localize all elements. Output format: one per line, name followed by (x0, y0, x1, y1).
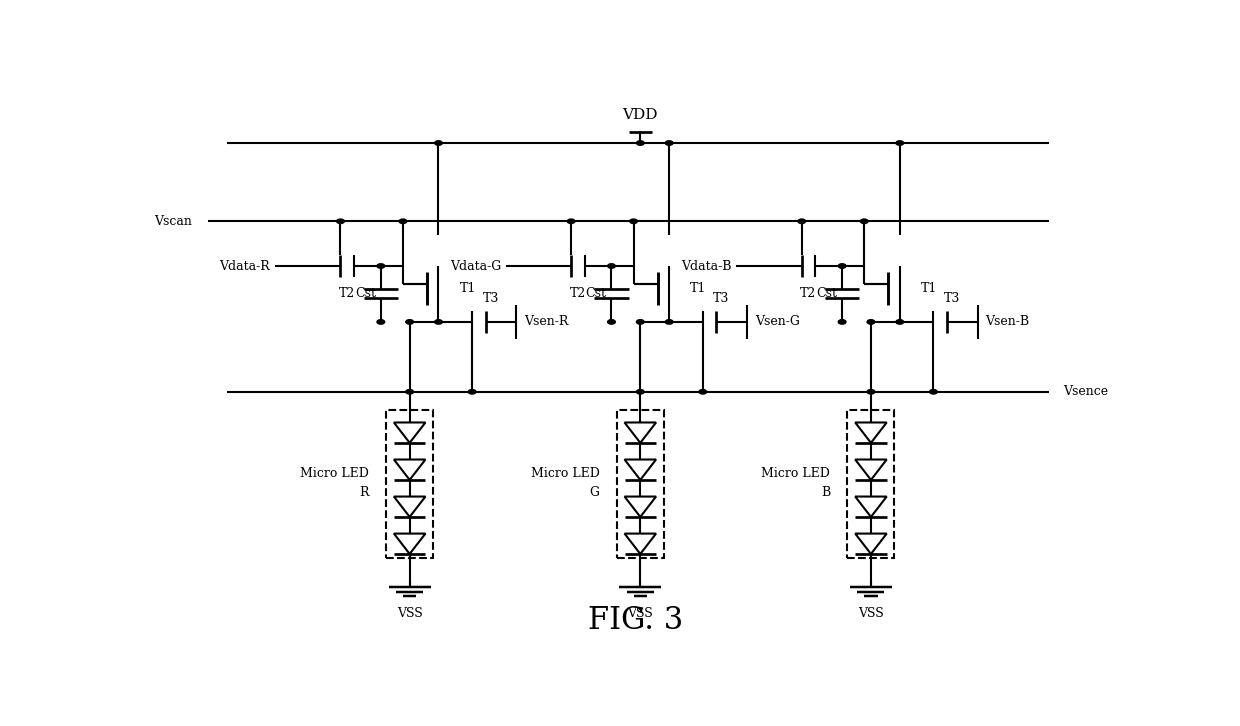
Text: R: R (360, 486, 370, 499)
Circle shape (608, 264, 615, 268)
Text: VSS: VSS (858, 607, 884, 620)
Circle shape (630, 219, 637, 224)
Text: Cst: Cst (816, 287, 837, 301)
Circle shape (666, 319, 673, 324)
Text: Vdata-G: Vdata-G (450, 259, 501, 272)
Circle shape (861, 219, 868, 224)
Text: T2: T2 (800, 287, 817, 301)
Text: VSS: VSS (397, 607, 423, 620)
Circle shape (636, 319, 644, 324)
Text: Vsen-G: Vsen-G (755, 315, 800, 328)
Circle shape (797, 219, 806, 224)
Circle shape (377, 319, 384, 324)
Circle shape (838, 319, 846, 324)
Text: Micro LED: Micro LED (531, 468, 600, 481)
Circle shape (608, 319, 615, 324)
Text: T3: T3 (713, 292, 729, 305)
Circle shape (567, 219, 575, 224)
Circle shape (469, 390, 476, 394)
Text: T3: T3 (482, 292, 498, 305)
Text: Micro LED: Micro LED (300, 468, 370, 481)
Text: Vdata-B: Vdata-B (681, 259, 732, 272)
Circle shape (377, 264, 384, 268)
Text: Micro LED: Micro LED (761, 468, 831, 481)
Circle shape (636, 390, 644, 394)
Circle shape (405, 390, 413, 394)
Circle shape (666, 141, 673, 145)
Circle shape (867, 319, 874, 324)
Text: T2: T2 (569, 287, 587, 301)
Text: Cst: Cst (355, 287, 376, 301)
Circle shape (930, 390, 937, 394)
Text: T2: T2 (339, 287, 356, 301)
Circle shape (838, 264, 846, 268)
Text: Vsence: Vsence (1063, 386, 1109, 399)
Text: FIG. 3: FIG. 3 (588, 605, 683, 637)
Circle shape (636, 141, 644, 145)
Text: T3: T3 (944, 292, 960, 305)
Text: VSS: VSS (627, 607, 653, 620)
Text: Vsen-B: Vsen-B (986, 315, 1029, 328)
Circle shape (897, 319, 904, 324)
Bar (616, 409, 663, 558)
Text: Vscan: Vscan (154, 215, 191, 228)
Circle shape (867, 390, 874, 394)
Bar (847, 409, 894, 558)
Circle shape (897, 141, 904, 145)
Text: Vsen-R: Vsen-R (525, 315, 568, 328)
Circle shape (435, 319, 443, 324)
Text: VDD: VDD (622, 107, 658, 122)
Text: G: G (589, 486, 600, 499)
Text: T1: T1 (921, 282, 937, 295)
Circle shape (399, 219, 407, 224)
Text: T1: T1 (460, 282, 476, 295)
Circle shape (405, 319, 413, 324)
Bar (386, 409, 433, 558)
Text: Vdata-R: Vdata-R (219, 259, 270, 272)
Text: T1: T1 (691, 282, 707, 295)
Text: B: B (821, 486, 831, 499)
Circle shape (699, 390, 707, 394)
Text: Cst: Cst (585, 287, 606, 301)
Circle shape (336, 219, 345, 224)
Circle shape (435, 141, 443, 145)
